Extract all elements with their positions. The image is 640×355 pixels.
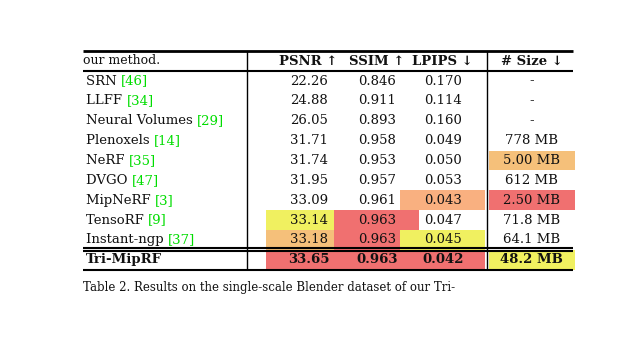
Text: 0.846: 0.846 — [358, 75, 396, 88]
Text: 33.09: 33.09 — [289, 194, 328, 207]
Text: Instant-ngp: Instant-ngp — [86, 234, 168, 246]
Text: [46]: [46] — [121, 75, 148, 88]
Text: -: - — [529, 114, 534, 127]
Text: 778 MB: 778 MB — [506, 134, 558, 147]
Bar — [400, 250, 485, 270]
Text: 0.045: 0.045 — [424, 234, 461, 246]
Text: 71.8 MB: 71.8 MB — [503, 214, 561, 226]
Text: 26.05: 26.05 — [290, 114, 328, 127]
Text: 2.50 MB: 2.50 MB — [503, 194, 561, 207]
Text: [47]: [47] — [132, 174, 159, 187]
Text: Table 2. Results on the single-scale Blender dataset of our Tri-: Table 2. Results on the single-scale Ble… — [83, 280, 455, 294]
Text: 24.88: 24.88 — [290, 94, 328, 108]
Text: NeRF: NeRF — [86, 154, 129, 167]
Text: SRN: SRN — [86, 75, 121, 88]
Text: 0.042: 0.042 — [422, 253, 463, 266]
Text: 0.958: 0.958 — [358, 134, 396, 147]
Bar — [489, 151, 575, 170]
Text: [3]: [3] — [155, 194, 174, 207]
Text: -: - — [529, 94, 534, 108]
Text: 33.18: 33.18 — [290, 234, 328, 246]
Text: 0.170: 0.170 — [424, 75, 461, 88]
Text: 0.957: 0.957 — [358, 174, 396, 187]
Text: [29]: [29] — [197, 114, 225, 127]
Text: 0.114: 0.114 — [424, 94, 461, 108]
Text: 22.26: 22.26 — [290, 75, 328, 88]
Text: Plenoxels: Plenoxels — [86, 134, 154, 147]
Text: 64.1 MB: 64.1 MB — [503, 234, 561, 246]
Text: [35]: [35] — [129, 154, 156, 167]
Text: MipNeRF: MipNeRF — [86, 194, 155, 207]
Bar — [334, 250, 419, 270]
Text: TensoRF: TensoRF — [86, 214, 148, 226]
Text: [9]: [9] — [148, 214, 167, 226]
Text: 0.911: 0.911 — [358, 94, 396, 108]
Text: 5.00 MB: 5.00 MB — [503, 154, 561, 167]
Text: 0.043: 0.043 — [424, 194, 461, 207]
Bar — [266, 250, 351, 270]
Bar — [334, 230, 419, 250]
Text: [34]: [34] — [127, 94, 154, 108]
Text: 31.74: 31.74 — [290, 154, 328, 167]
Text: 0.160: 0.160 — [424, 114, 461, 127]
Text: our method.: our method. — [83, 54, 160, 67]
Text: [37]: [37] — [168, 234, 195, 246]
Text: PSNR ↑: PSNR ↑ — [280, 55, 338, 67]
Bar — [489, 250, 575, 270]
Text: LPIPS ↓: LPIPS ↓ — [412, 55, 473, 67]
Text: LLFF: LLFF — [86, 94, 127, 108]
Text: 48.2 MB: 48.2 MB — [500, 253, 563, 266]
Text: SSIM ↑: SSIM ↑ — [349, 55, 404, 67]
Bar — [489, 190, 575, 210]
Text: 33.14: 33.14 — [290, 214, 328, 226]
Text: # Size ↓: # Size ↓ — [501, 55, 563, 67]
Bar — [266, 230, 351, 250]
Text: DVGO: DVGO — [86, 174, 132, 187]
Bar — [400, 190, 485, 210]
Text: 0.963: 0.963 — [356, 253, 397, 266]
Bar — [400, 230, 485, 250]
Text: 0.053: 0.053 — [424, 174, 461, 187]
Text: 31.71: 31.71 — [290, 134, 328, 147]
Bar — [266, 210, 351, 230]
Text: Tri-MipRF: Tri-MipRF — [86, 253, 162, 266]
Text: [14]: [14] — [154, 134, 181, 147]
Text: 612 MB: 612 MB — [506, 174, 558, 187]
Text: 0.963: 0.963 — [358, 234, 396, 246]
Text: 0.049: 0.049 — [424, 134, 461, 147]
Text: Neural Volumes: Neural Volumes — [86, 114, 197, 127]
Text: 31.95: 31.95 — [290, 174, 328, 187]
Bar — [334, 210, 419, 230]
Text: 0.893: 0.893 — [358, 114, 396, 127]
Text: 0.961: 0.961 — [358, 194, 396, 207]
Text: 0.963: 0.963 — [358, 214, 396, 226]
Text: 33.65: 33.65 — [288, 253, 330, 266]
Text: 0.050: 0.050 — [424, 154, 461, 167]
Text: 0.953: 0.953 — [358, 154, 396, 167]
Text: -: - — [529, 75, 534, 88]
Text: 0.047: 0.047 — [424, 214, 461, 226]
